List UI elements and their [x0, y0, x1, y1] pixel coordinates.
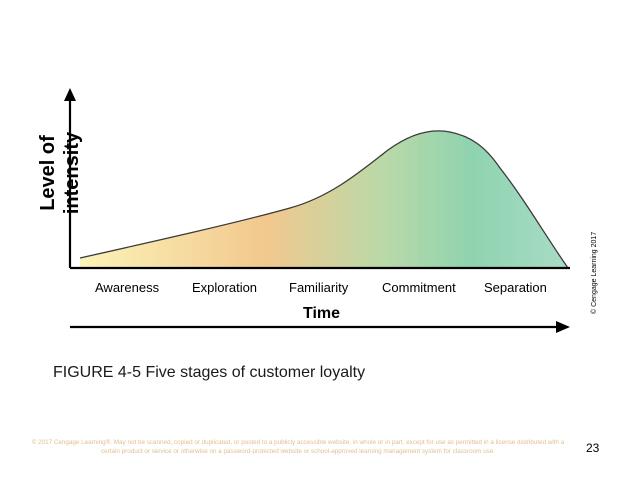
y-axis-label: Level of intensity	[37, 131, 83, 215]
stage-label-familiarity: Familiarity	[289, 280, 349, 295]
time-axis-arrowhead	[556, 321, 570, 333]
intensity-area	[80, 130, 568, 268]
copyright-notice: © 2017 Cengage Learning®. May not be sca…	[31, 439, 565, 455]
source-credit: © Cengage Learning 2017	[591, 231, 598, 314]
figure-caption: FIGURE 4-5 Five stages of customer loyal…	[53, 364, 366, 381]
stage-label-separation: Separation	[484, 280, 547, 295]
intensity-curve	[79, 130, 569, 269]
stage-label-awareness: Awareness	[95, 280, 160, 295]
stage-label-commitment: Commitment	[382, 280, 456, 295]
y-axis-arrowhead	[64, 88, 76, 101]
page-number: 23	[586, 441, 600, 455]
stage-label-exploration: Exploration	[192, 280, 258, 295]
x-axis-label: Time	[303, 305, 341, 322]
